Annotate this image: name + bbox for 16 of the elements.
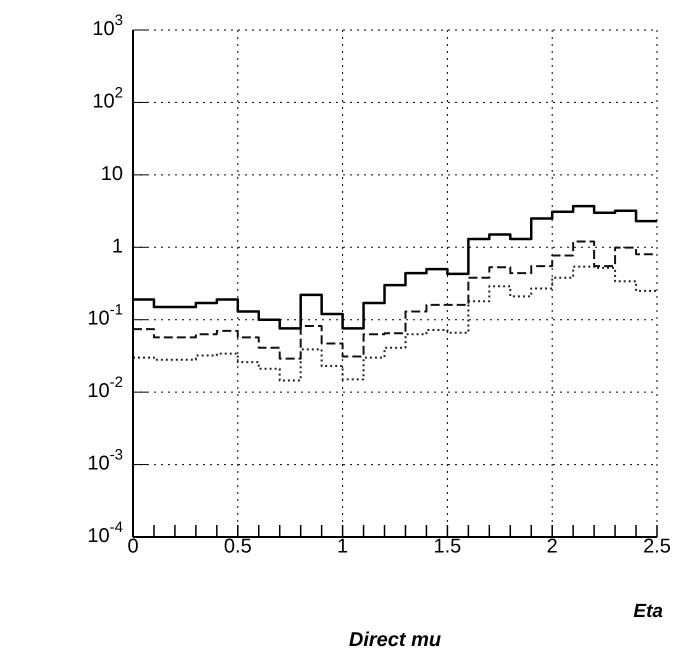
- y-tick-label: 10$^{-4}$: [87, 519, 123, 548]
- x-tick-label: 2.5: [643, 535, 671, 558]
- x-tick-label: 1: [337, 535, 348, 558]
- y-tick-label: 10: [100, 163, 123, 186]
- y-tick-label: 10$^{2}$: [92, 84, 123, 113]
- y-tick-label: 10$^{-1}$: [87, 302, 123, 330]
- x-tick-label: 2: [546, 535, 558, 558]
- text: Direct mu: [348, 629, 442, 652]
- y-tick-label: 10$^{-2}$: [87, 374, 123, 402]
- x-tick-label: 1.5: [433, 535, 462, 558]
- x-tick-label: 0: [127, 535, 139, 558]
- y-tick-label: 10$^{3}$: [92, 12, 123, 40]
- y-tick-label: 1: [112, 236, 123, 258]
- y-tick-label: 10$^{-3}$: [87, 447, 123, 475]
- x-tick-label: 0.5: [224, 535, 252, 558]
- x-axis-title: Eta: [633, 601, 663, 623]
